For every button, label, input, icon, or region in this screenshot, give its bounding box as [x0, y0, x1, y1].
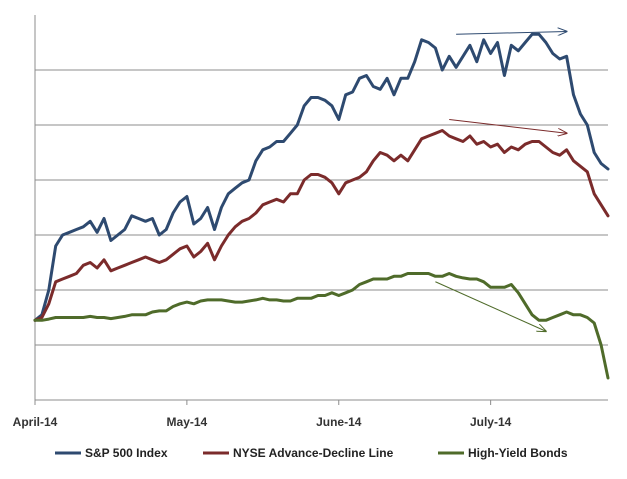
trend-arrow: [435, 281, 545, 332]
x-tick-label: June-14: [316, 415, 362, 429]
legend-label: S&P 500 Index: [85, 446, 168, 460]
series-line-nyse-advance-decline-line: [33, 129, 610, 322]
x-tick-label: May-14: [167, 415, 208, 429]
x-tick-label: July-14: [470, 415, 512, 429]
trend-arrow: [449, 119, 566, 134]
legend-label: High-Yield Bonds: [468, 446, 568, 460]
trend-arrow: [456, 32, 566, 35]
legend-label: NYSE Advance-Decline Line: [233, 446, 394, 460]
annotation-arrows: [435, 32, 566, 332]
x-tick-labels: April-14 May-14 June-14 July-14: [13, 415, 512, 429]
legend: S&P 500 Index NYSE Advance-Decline Line Hi…: [55, 446, 568, 460]
axes: [34, 15, 608, 405]
gridlines: [35, 69, 608, 346]
x-tick-label: April-14: [13, 415, 58, 429]
series-lines: [33, 32, 610, 380]
series-line-s-p-500-index: [33, 32, 610, 322]
series-line-high-yield-bonds: [33, 272, 610, 380]
